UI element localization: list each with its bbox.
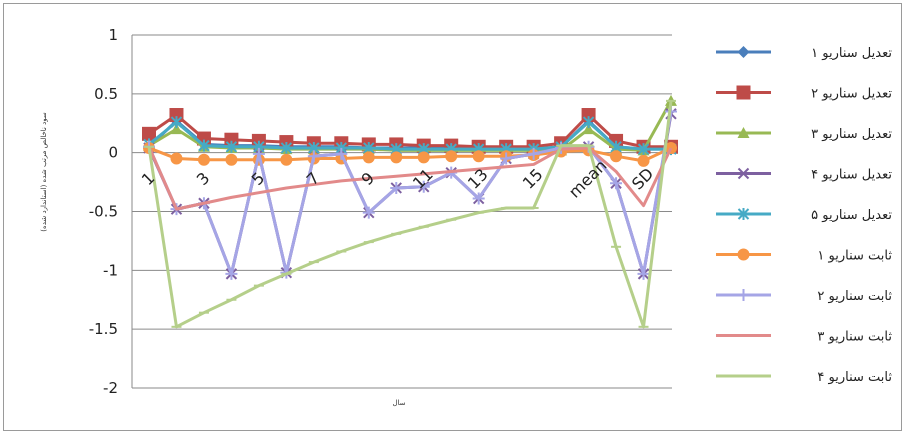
legend-item: تعدیل سناریو ۲	[716, 85, 892, 102]
legend-item: تعدیل سناریو ۴	[716, 168, 892, 183]
data-point	[362, 151, 375, 164]
legend: تعدیل سناریو ۱ تعدیل سناریو ۲ تعدیل سناریو…	[716, 46, 892, 385]
y-tick-label: 1	[108, 26, 118, 44]
data-point	[417, 180, 430, 193]
data-point	[737, 289, 750, 301]
line-chart: 10.50-0.5-1-1.5-2 1 3 5 7 9 11 13 15 mean SD سود …	[40, 26, 892, 407]
series-group	[147, 146, 673, 211]
data-point	[170, 152, 183, 165]
data-point	[737, 208, 750, 220]
legend-item: تعدیل سناریو ۱	[716, 46, 892, 61]
data-point	[280, 141, 293, 154]
data-point	[610, 177, 623, 190]
data-point	[280, 153, 293, 166]
legend-label: ثابت سناریو ۳	[817, 330, 892, 345]
data-point	[198, 139, 210, 152]
data-point	[170, 123, 183, 135]
data-point	[637, 154, 650, 167]
y-tick-label: -1	[103, 261, 118, 279]
data-point	[582, 123, 595, 135]
data-point	[142, 126, 156, 141]
x-axis-title: سال	[392, 399, 405, 407]
data-point	[335, 147, 348, 160]
legend-label: تعدیل سناریو ۱	[811, 46, 892, 61]
x-tick-label: mean	[565, 156, 611, 202]
x-tick-label: 3	[193, 168, 214, 189]
data-point	[445, 150, 458, 163]
data-point	[225, 153, 238, 166]
y-axis: 1 0.5 0 -0.5 -1 -1.5 -2	[89, 26, 133, 397]
legend-label: تعدیل سناریو ۲	[811, 87, 892, 102]
data-point	[307, 150, 320, 163]
data-point	[225, 267, 238, 280]
data-point	[225, 140, 238, 153]
legend-item: ثابت سناریو ۲	[716, 289, 892, 304]
legend-label: تعدیل سناریو ۳	[811, 127, 892, 142]
y-tick-label: 0	[108, 144, 118, 162]
y-axis-title: سود ناخالص مرتب شده (استاندارد شده)	[40, 112, 48, 232]
data-point	[737, 248, 750, 261]
chart-frame: 1 0.5 0 -0.5 -1 -1.5 -2 1 3 5 7 9 11 13 15 mean SD سود …	[3, 3, 902, 431]
legend-label: تعدیل سناریو ۴	[811, 168, 892, 183]
legend-item: تعدیل سناریو ۵	[716, 208, 892, 223]
data-point	[610, 150, 623, 163]
data-point	[170, 116, 183, 129]
data-point	[737, 127, 750, 138]
data-point	[527, 147, 540, 160]
data-point	[417, 151, 430, 164]
y-tick-label: 0.5	[94, 85, 118, 103]
series-group	[144, 99, 676, 329]
data-point	[737, 167, 750, 180]
data-point	[637, 267, 650, 280]
series-line	[147, 146, 673, 211]
legend-label: ثابت سناریو ۴	[817, 370, 892, 385]
legend-label: تعدیل سناریو ۵	[811, 208, 892, 223]
y-tick-label: -2	[103, 379, 118, 397]
data-point	[472, 150, 485, 163]
data-point	[252, 147, 265, 160]
data-point	[500, 152, 513, 165]
legend-item: تعدیل سناریو ۳	[716, 127, 892, 142]
legend-label: ثابت سناریو ۲	[817, 289, 892, 304]
data-point	[472, 192, 485, 205]
series-group	[143, 105, 677, 280]
legend-label: ثابت سناریو ۱	[817, 249, 892, 264]
series-layer	[142, 94, 678, 329]
data-point	[637, 143, 650, 156]
data-point	[390, 151, 403, 164]
data-point	[737, 46, 750, 58]
data-point	[362, 206, 375, 219]
y-tick-label: -0.5	[89, 203, 118, 221]
y-tick-label: -1.5	[89, 320, 118, 338]
data-point	[582, 116, 595, 129]
data-point	[197, 153, 210, 166]
grid-lines	[132, 34, 672, 389]
legend-item: ثابت سناریو ۳	[716, 330, 892, 345]
data-point	[390, 181, 403, 194]
data-point	[736, 85, 751, 100]
legend-item: ثابت سناریو ۱	[716, 248, 892, 264]
legend-item: ثابت سناریو ۴	[716, 370, 892, 385]
